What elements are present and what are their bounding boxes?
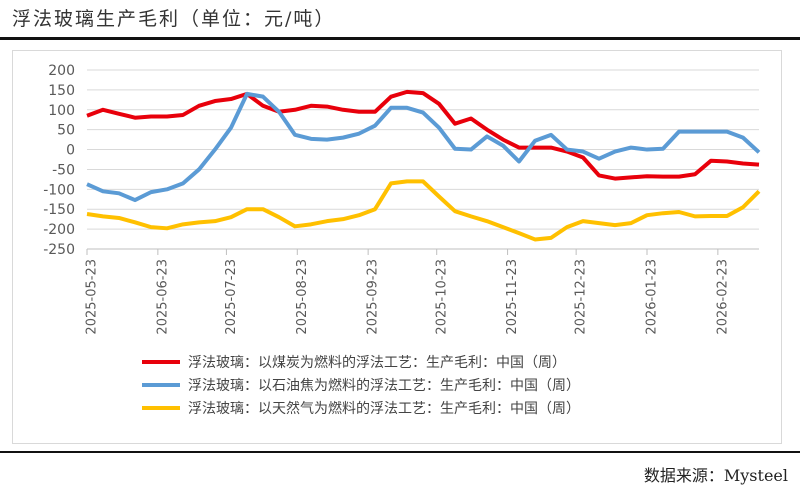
legend-swatch [142,405,180,410]
x-tick-label: 2025-07-23 [224,259,239,335]
series-line-0 [86,89,760,181]
page-title: 浮法玻璃生产毛利（单位：元/吨） [12,8,336,30]
x-tick-label: 2025-10-23 [434,259,449,335]
y-tick-label: -100 [43,182,75,198]
legend-swatch [142,382,180,387]
y-tick-label: 50 [57,123,75,139]
y-tick-label: 150 [48,83,75,99]
y-tick-label: -250 [43,242,75,258]
x-tick-label: 2025-12-23 [574,259,589,335]
y-tick-label: 0 [66,143,75,159]
footer-rule [0,451,800,453]
series-line-1 [86,91,761,203]
legend-label: 浮法玻璃：以煤炭为燃料的浮法工艺：生产毛利：中国（周） [188,354,566,371]
source-note: 数据来源：Mysteel [643,466,788,485]
x-tick-label: 2026-02-23 [715,259,730,335]
x-tick-label: 2025-09-23 [366,259,381,335]
legend-item-coal: 浮法玻璃：以煤炭为燃料的浮法工艺：生产毛利：中国（周） [142,350,580,373]
y-tick-label: -50 [52,162,75,178]
legend-label: 浮法玻璃：以石油焦为燃料的浮法工艺：生产毛利：中国（周） [188,377,580,394]
legend-swatch [142,359,180,364]
x-tick-label: 2025-11-23 [505,259,520,335]
x-tick-label: 2025-06-23 [155,259,170,335]
legend: 浮法玻璃：以煤炭为燃料的浮法工艺：生产毛利：中国（周） 浮法玻璃：以石油焦为燃料… [142,350,580,419]
x-tick-label: 2025-08-23 [295,259,310,335]
y-tick-label: 100 [48,103,75,119]
y-tick-label: 200 [48,63,75,79]
y-tick-label: -150 [43,202,75,218]
chart-frame [12,50,782,444]
x-tick-label: 2026-01-23 [645,259,660,335]
x-tick-label: 2025-05-23 [85,259,100,335]
legend-item-natural-gas: 浮法玻璃：以天然气为燃料的浮法工艺：生产毛利：中国（周） [142,396,580,419]
y-tick-label: -200 [43,222,75,238]
title-rule [0,37,800,40]
legend-label: 浮法玻璃：以天然气为燃料的浮法工艺：生产毛利：中国（周） [188,400,580,417]
series-line-2 [86,179,761,242]
legend-item-petcoke: 浮法玻璃：以石油焦为燃料的浮法工艺：生产毛利：中国（周） [142,373,580,396]
